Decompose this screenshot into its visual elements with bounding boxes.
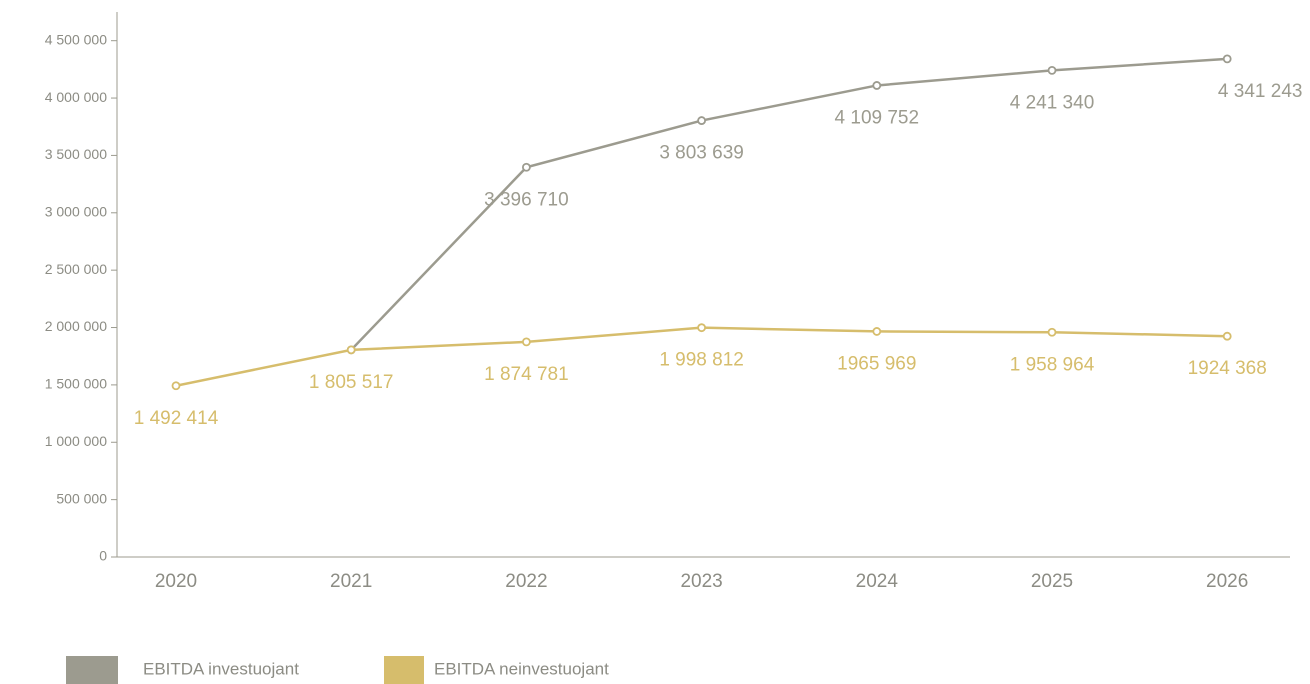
data-label: 1 998 812 — [659, 350, 744, 371]
data-point — [697, 323, 706, 333]
legend-swatch — [66, 656, 118, 684]
y-tick-label: 3 500 000 — [45, 146, 107, 162]
data-label: 1 805 517 — [309, 372, 394, 393]
x-tick-label: 2024 — [856, 571, 899, 592]
y-tick-label: 500 000 — [56, 490, 107, 506]
data-label: 3 803 639 — [659, 143, 744, 164]
data-label: 4 241 340 — [1010, 92, 1095, 113]
x-tick-label: 2022 — [505, 571, 547, 592]
series-line — [350, 57, 1228, 351]
data-label: 1 492 414 — [134, 408, 219, 429]
data-point — [1222, 54, 1232, 64]
legend-swatch — [384, 656, 424, 684]
data-point — [171, 381, 181, 391]
x-tick-label: 2026 — [1206, 571, 1248, 592]
data-label: 4 341 243 — [1218, 81, 1303, 102]
data-point — [872, 327, 882, 336]
data-label: 1 958 964 — [1010, 354, 1095, 375]
data-label: 1924 368 — [1188, 358, 1267, 379]
y-tick-label: 4 000 000 — [45, 89, 107, 105]
legend-label: EBITDA investuojant — [143, 659, 299, 678]
y-tick-label: 3 000 000 — [45, 203, 107, 219]
data-point — [1047, 327, 1057, 337]
x-tick-label: 2025 — [1031, 571, 1073, 592]
data-label: 1965 969 — [837, 353, 916, 374]
data-point — [1222, 331, 1232, 341]
data-point — [522, 162, 531, 172]
y-tick-label: 4 500 000 — [45, 31, 107, 47]
data-point — [346, 345, 356, 355]
data-point — [697, 116, 706, 125]
data-point — [872, 81, 882, 90]
data-point — [522, 337, 531, 347]
y-tick-label: 0 — [99, 548, 107, 564]
legend-label: EBITDA neinvestuojant — [434, 659, 609, 678]
data-label: 4 109 752 — [835, 107, 920, 128]
x-tick-label: 2023 — [680, 571, 722, 592]
x-tick-label: 2020 — [155, 571, 197, 592]
x-tick-label: 2021 — [330, 571, 372, 592]
y-tick-label: 1 000 000 — [45, 433, 107, 449]
data-label: 3 396 710 — [484, 189, 569, 210]
y-tick-label: 2 000 000 — [45, 318, 107, 334]
data-point — [1047, 65, 1057, 75]
y-tick-label: 2 500 000 — [45, 261, 107, 277]
y-tick-label: 1 500 000 — [45, 376, 107, 392]
data-label: 1 874 781 — [484, 364, 569, 385]
